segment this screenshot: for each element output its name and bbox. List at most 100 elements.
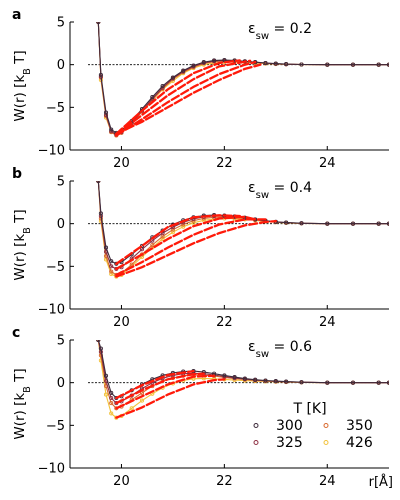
data-point-350 (170, 227, 175, 232)
data-point-325 (109, 264, 114, 269)
fit-curve-2 (115, 215, 257, 271)
y-tick-label: 0 (57, 58, 65, 73)
legend-marker-300 (253, 423, 259, 428)
series-line-300 (97, 181, 389, 265)
series-line-325 (97, 22, 389, 136)
data-point-300 (325, 62, 330, 67)
x-tick-label: 20 (113, 315, 130, 330)
data-point-300 (299, 62, 304, 67)
fit-curve-3 (115, 374, 216, 410)
epsilon-annotation: εsw = 0.6 (248, 339, 312, 360)
data-point-300 (376, 62, 381, 67)
y-tick-label: −10 (38, 303, 65, 318)
series-line-426 (97, 22, 389, 135)
panel-letter: b (12, 166, 22, 182)
data-point-300 (386, 221, 389, 226)
data-point-426 (160, 236, 165, 242)
plot-area (88, 181, 389, 279)
epsilon-annotation: εsw = 0.4 (248, 180, 312, 201)
x-tick-label: 22 (216, 315, 233, 330)
x-tick-label: 24 (319, 156, 336, 171)
epsilon-annotation: εsw = 0.2 (248, 21, 312, 42)
series-line-325 (97, 340, 389, 404)
data-point-300 (150, 95, 155, 100)
data-point-300 (98, 211, 103, 216)
panel-a: −10 −5 0 5 20 22 24 W(r) [kB T] a εsw = 0.2 (12, 7, 389, 171)
data-point-300 (273, 61, 278, 66)
y-tick-label: −5 (46, 101, 65, 116)
data-point-300 (350, 221, 356, 226)
data-point-350 (109, 269, 114, 274)
data-point-300 (232, 375, 237, 380)
data-point-300 (263, 378, 268, 383)
data-point-300 (98, 346, 103, 351)
fit-curve-3 (115, 218, 267, 277)
fit-curve-4 (115, 219, 277, 278)
x-tick-label: 22 (216, 156, 233, 171)
y-tick-label: 5 (57, 16, 65, 31)
legend-title: T [K] (292, 401, 326, 417)
x-tick-label: 24 (319, 315, 336, 330)
x-tick-label: 22 (216, 474, 233, 489)
data-point-300 (284, 220, 289, 225)
fit-curve-1 (115, 59, 241, 135)
fit-curve-1 (115, 214, 241, 265)
legend-marker-325 (253, 440, 259, 445)
fit-curve-2 (115, 59, 252, 136)
y-tick-label: 5 (57, 175, 65, 190)
y-axis-label: W(r) [kB T] (12, 209, 33, 280)
data-point-300 (350, 62, 356, 67)
y-tick-label: 0 (57, 217, 65, 232)
legend-label-325: 325 (276, 435, 303, 451)
data-point-300 (325, 380, 330, 385)
panel-letter: a (12, 7, 21, 23)
data-point-426 (103, 392, 109, 397)
data-point-300 (376, 380, 381, 385)
data-point-300 (284, 379, 289, 384)
data-point-300 (96, 340, 101, 343)
data-point-325 (109, 395, 114, 401)
data-point-300 (325, 221, 330, 226)
data-point-300 (170, 75, 175, 80)
data-point-300 (212, 58, 217, 63)
data-point-426 (109, 411, 114, 416)
series-line-350 (97, 181, 389, 276)
data-point-426 (109, 271, 114, 277)
y-tick-label: −10 (38, 462, 65, 477)
fit-curve-4 (115, 378, 226, 419)
legend-marker-350 (323, 423, 329, 428)
data-point-426 (170, 230, 175, 235)
data-point-300 (386, 62, 389, 67)
legend-label-426: 426 (346, 435, 373, 451)
panel-b: −10 −5 0 5 20 22 24 W(r) [kB T] b εsw = 0.4 (12, 166, 389, 330)
data-point-350 (150, 242, 155, 248)
data-point-300 (376, 221, 381, 226)
data-point-350 (109, 401, 114, 406)
data-point-300 (96, 22, 101, 25)
data-point-426 (139, 398, 145, 403)
data-point-300 (273, 379, 278, 384)
y-tick-label: −5 (46, 419, 65, 434)
plot-area (88, 340, 389, 420)
panel-c: −10 −5 0 5 20 22 24 W(r) [kB T] c εsw = 0.6 (12, 325, 389, 489)
data-point-300 (109, 390, 114, 395)
data-point-300 (201, 60, 206, 65)
x-axis-unit-label: r[Å] (369, 474, 393, 490)
data-point-300 (222, 373, 227, 378)
plot-area (88, 22, 389, 138)
data-point-300 (263, 60, 268, 66)
x-tick-label: 20 (113, 474, 130, 489)
data-point-300 (386, 380, 389, 385)
data-point-300 (103, 373, 109, 378)
y-tick-label: 0 (57, 376, 65, 391)
y-axis-label: W(r) [kB T] (12, 50, 33, 121)
fit-curve-2 (115, 372, 205, 405)
data-point-300 (109, 259, 114, 264)
y-tick-label: 5 (57, 334, 65, 349)
data-point-300 (96, 181, 101, 184)
data-point-300 (299, 221, 304, 226)
legend-label-350: 350 (346, 418, 373, 434)
data-point-300 (181, 68, 186, 73)
